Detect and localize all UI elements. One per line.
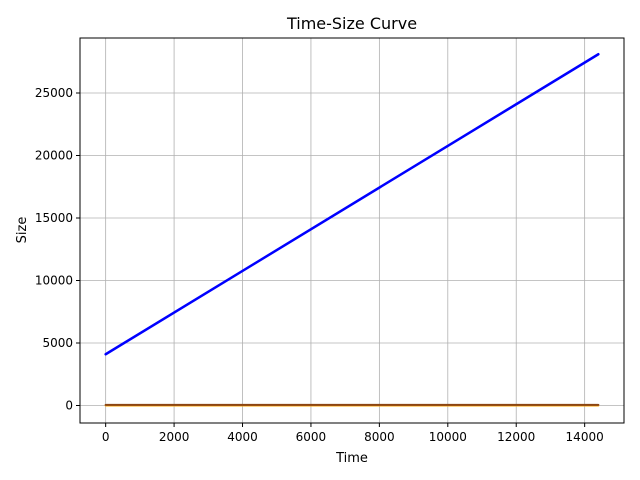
x-tick-label: 4000 xyxy=(227,430,258,444)
y-axis-label: Size xyxy=(15,217,30,244)
x-tick-label: 0 xyxy=(102,430,110,444)
x-tick-label: 10000 xyxy=(429,430,467,444)
chart-title: Time-Size Curve xyxy=(286,14,417,33)
x-axis-label: Time xyxy=(335,451,368,466)
series-lines xyxy=(104,53,600,407)
axis-ticks: 0 2000 4000 6000 8000 10000 12000 14000 0 5000 100… xyxy=(35,86,604,444)
y-tick-label: 10000 xyxy=(35,274,73,288)
y-tick-label: 5000 xyxy=(42,336,73,350)
y-tick-label: 0 xyxy=(65,399,73,413)
y-tick-label: 25000 xyxy=(35,86,73,100)
y-tick-label: 15000 xyxy=(35,211,73,225)
series-line xyxy=(104,53,600,356)
x-tick-label: 2000 xyxy=(159,430,190,444)
y-tick-label: 20000 xyxy=(35,149,73,163)
x-tick-label: 14000 xyxy=(566,430,604,444)
x-tick-label: 6000 xyxy=(296,430,327,444)
x-tick-label: 8000 xyxy=(364,430,395,444)
plot-frame xyxy=(79,37,625,424)
x-tick-label: 12000 xyxy=(497,430,535,444)
